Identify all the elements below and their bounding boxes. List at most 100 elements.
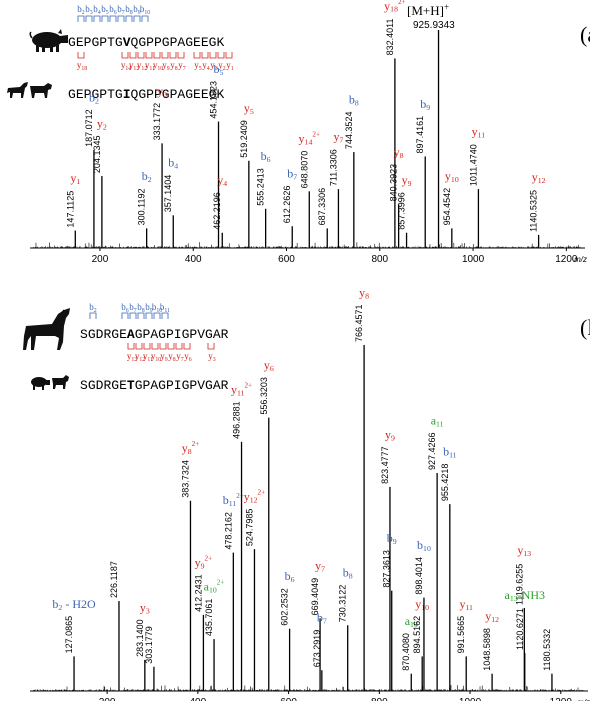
b-ion-bracket bbox=[89, 312, 97, 319]
y-ion-ladder-label: y12 bbox=[135, 351, 145, 363]
ion-annotation: b9 bbox=[420, 97, 430, 112]
peak-mz-label: 897.4161 bbox=[415, 116, 425, 154]
y-ion-bracket bbox=[169, 52, 177, 59]
y-ion-ladder-label: y2 bbox=[218, 60, 226, 72]
x-tick-label: 800 bbox=[371, 254, 388, 265]
b-ion-bracket bbox=[133, 15, 141, 22]
panel-b: (l b2b6b7b8b9b10b11y13y12y11y10y9y8y7y6y… bbox=[23, 285, 590, 701]
peak-mz-label: 524.7985 bbox=[244, 509, 254, 547]
y-ion-bracket bbox=[161, 52, 169, 59]
y-ion-bracket bbox=[135, 343, 143, 350]
peak-mz-label: 412.2431 bbox=[193, 574, 203, 612]
y-ion-bracket bbox=[121, 52, 129, 59]
b-ion-ladder-label: b10 bbox=[152, 302, 162, 314]
ion-annotation: y112+ bbox=[231, 381, 252, 397]
ion-annotation: y8 bbox=[394, 145, 404, 160]
y-ion-ladder-label: y3 bbox=[208, 351, 216, 363]
y-ion-bracket bbox=[217, 52, 225, 59]
y-ion-ladder-label: y8 bbox=[168, 351, 176, 363]
b-ion-bracket bbox=[161, 312, 169, 319]
y-ion-ladder-label: y10 bbox=[153, 60, 163, 72]
y-ion-bracket bbox=[143, 343, 151, 350]
peak-mz-label: 954.4542 bbox=[442, 188, 452, 226]
x-axis-label: m/z bbox=[574, 255, 587, 264]
ion-annotation: y122+ bbox=[244, 489, 265, 505]
y-ion-bracket bbox=[145, 52, 153, 59]
ion-annotation: b7 bbox=[287, 167, 297, 182]
ion-annotation: y10 bbox=[415, 597, 429, 612]
b-ion-bracket bbox=[77, 15, 85, 22]
y-ion-bracket bbox=[183, 343, 191, 350]
y-ion-ladder-label: y13 bbox=[129, 60, 139, 72]
b-ion-bracket bbox=[137, 312, 145, 319]
b-ion-bracket bbox=[109, 15, 117, 22]
ion-annotation: b7 bbox=[317, 611, 327, 626]
peak-mz-label: 303.1779 bbox=[144, 626, 154, 664]
x-tick-label: 800 bbox=[371, 697, 388, 701]
y-ion-bracket bbox=[129, 52, 137, 59]
b-ion-bracket bbox=[121, 312, 129, 319]
y-ion-ladder-label: y13 bbox=[127, 351, 137, 363]
peak-mz-label: 283.1400 bbox=[135, 619, 145, 657]
ion-annotation: y9 bbox=[385, 427, 395, 442]
b-ion-ladder-label: b4 bbox=[93, 4, 101, 16]
y-ion-ladder-label: y9 bbox=[162, 60, 170, 72]
b-ion-ladder-label: b8 bbox=[125, 4, 133, 16]
b-ion-ladder-label: b6 bbox=[121, 302, 129, 314]
peak-mz-label: 1180.5332 bbox=[542, 629, 552, 671]
peak-mz-label: 226.1187 bbox=[109, 561, 119, 598]
y-ion-ladder-label: y1 bbox=[226, 60, 234, 72]
y-ion-ladder-label: y3 bbox=[210, 60, 218, 72]
y-ion-bracket bbox=[167, 343, 175, 350]
cow-icon bbox=[30, 83, 52, 98]
horse-icon bbox=[7, 82, 28, 98]
peak-mz-label: 383.7324 bbox=[180, 460, 190, 498]
ion-annotation: y12 bbox=[485, 609, 499, 624]
x-tick-label: 600 bbox=[280, 697, 297, 701]
b-ion-ladder-label: b7 bbox=[129, 302, 137, 314]
peak-mz-label: 454.1923 bbox=[209, 81, 219, 119]
peak-mz-label: 300.1192 bbox=[137, 189, 147, 226]
ion-annotation: y11 bbox=[472, 124, 486, 139]
precursor-label: [M+H]+ bbox=[407, 2, 449, 18]
peptide-sequence-top: GEPGPTGVQGPPGPAGEEGK bbox=[68, 35, 224, 50]
ion-annotation: y3 bbox=[140, 600, 150, 615]
peak-mz-label: 187.0712 bbox=[84, 109, 94, 147]
b-ion-bracket bbox=[129, 312, 137, 319]
ion-annotation: y8 bbox=[359, 285, 369, 300]
y-ion-ladder-label: y7 bbox=[178, 60, 186, 72]
peak-mz-label: 955.4218 bbox=[440, 464, 450, 502]
ion-annotation: b8 bbox=[343, 566, 353, 581]
b-ion-bracket bbox=[85, 15, 93, 22]
x-tick-label: 400 bbox=[190, 697, 207, 701]
ion-annotation: b6 bbox=[285, 569, 295, 584]
x-tick-label: 1200 bbox=[550, 697, 573, 701]
b-ion-ladder-label: b10 bbox=[140, 4, 150, 16]
x-tick-label: 200 bbox=[92, 254, 109, 265]
peak-mz-label: 435.7061 bbox=[204, 599, 214, 637]
peak-mz-label: 555.2413 bbox=[256, 168, 266, 206]
x-tick-label: 1200 bbox=[555, 254, 578, 265]
b-ion-ladder-label: b2 bbox=[77, 4, 85, 16]
ion-annotation: b2 bbox=[142, 169, 152, 184]
panel-a: (a [M+H]+ b2b3b4b5b6b7b8b9b10y18y14y13y1… bbox=[7, 0, 590, 265]
precursor-mz: 925.9343 bbox=[413, 20, 455, 31]
b-ion-bracket bbox=[117, 15, 125, 22]
x-tick-label: 200 bbox=[99, 697, 116, 701]
peak-mz-label: 602.2532 bbox=[280, 588, 290, 626]
peak-mz-label: 927.4266 bbox=[427, 432, 437, 470]
peak-mz-label: 711.3306 bbox=[328, 149, 338, 186]
y-ion-ladder-label: y7 bbox=[176, 351, 184, 363]
peak-mz-label: 462.2196 bbox=[212, 192, 222, 230]
ion-annotation: y13 bbox=[517, 543, 531, 558]
b-ion-bracket bbox=[125, 15, 133, 22]
ion-annotation: y12 bbox=[532, 170, 546, 185]
peak-mz-label: 648.8070 bbox=[299, 151, 309, 189]
y-ion-bracket bbox=[127, 343, 135, 350]
panel-label: (l bbox=[580, 315, 590, 340]
x-tick-label: 1000 bbox=[462, 254, 485, 265]
peak-mz-label: 204.1345 bbox=[92, 136, 102, 174]
peak-mz-label: 832.4011 bbox=[385, 18, 395, 55]
peak-mz-label: 1119.6255 bbox=[514, 564, 524, 605]
